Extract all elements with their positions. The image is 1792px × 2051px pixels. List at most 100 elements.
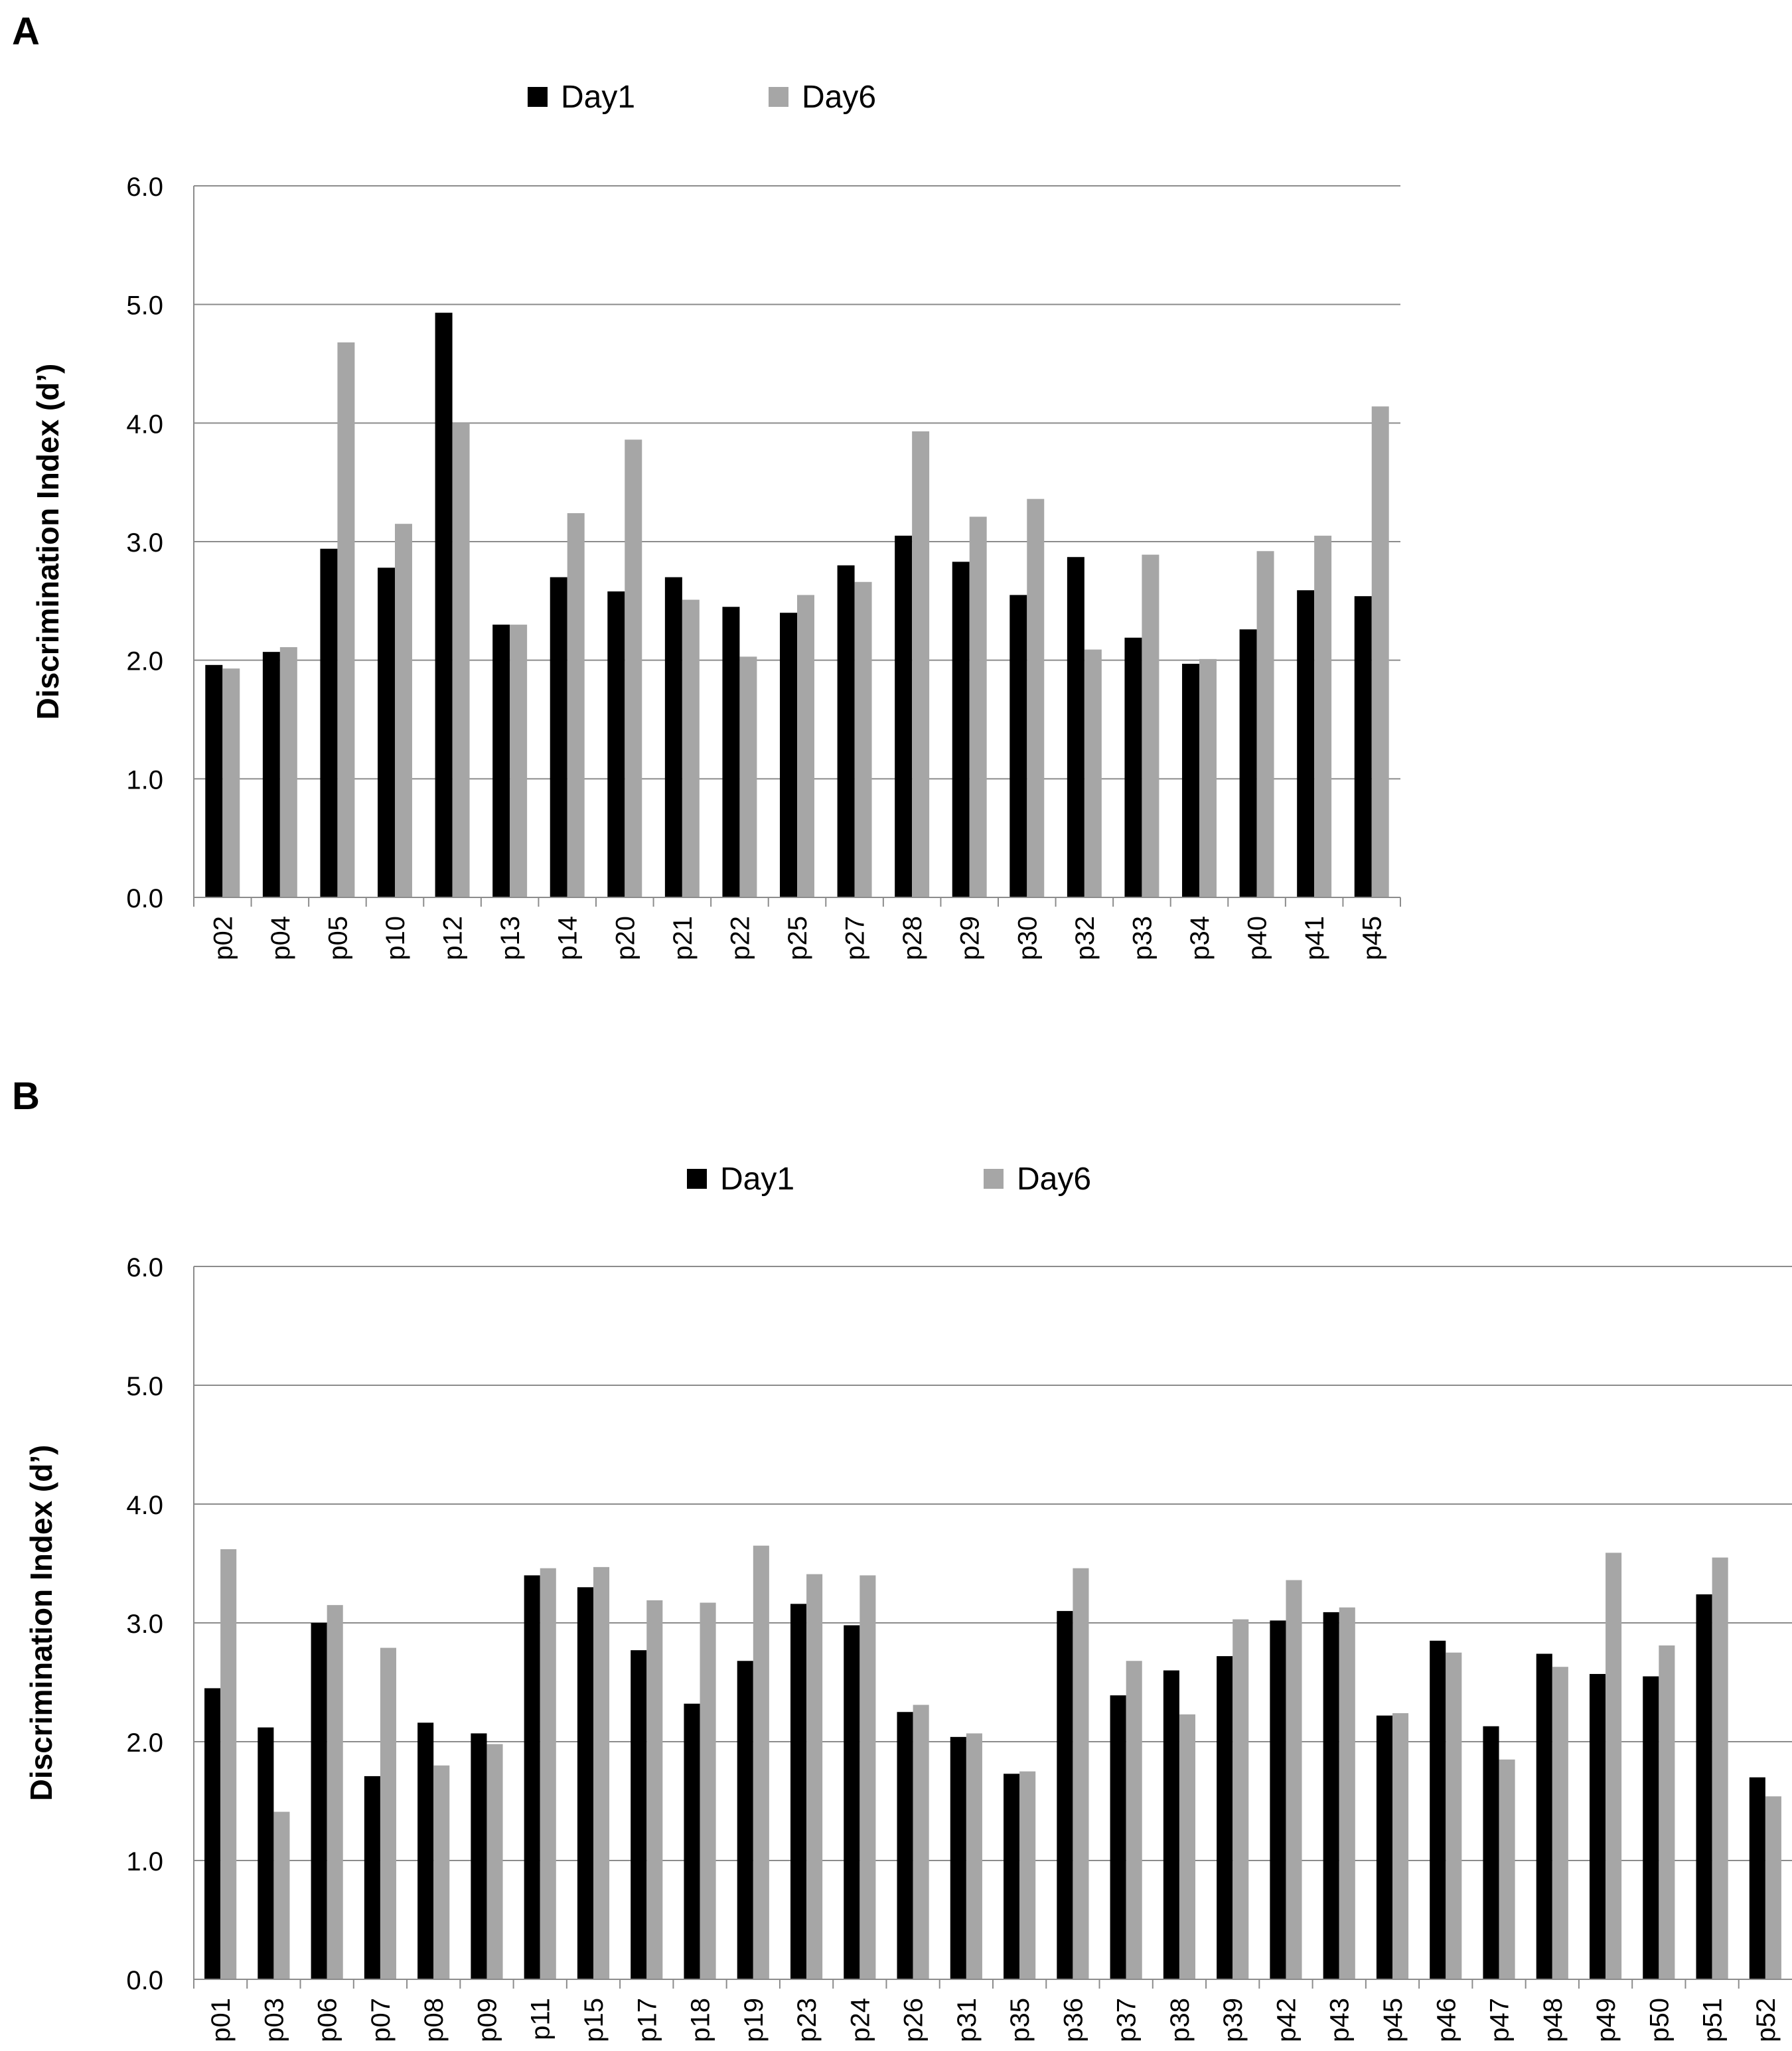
bar-day6-p21: [682, 599, 700, 897]
x-tick-label: p08: [419, 1998, 449, 2042]
bar-day1-p12: [435, 313, 453, 897]
x-tick-label: p03: [260, 1998, 289, 2042]
x-tick-label: p02: [208, 916, 238, 960]
bar-day6-p50: [1659, 1645, 1675, 1979]
bar-day6-p31: [966, 1733, 982, 1979]
x-tick-label: p38: [1165, 1998, 1195, 2042]
y-tick-label: 1.0: [126, 1847, 163, 1876]
legend-swatch-day6: [984, 1169, 1004, 1189]
x-tick-label: p41: [1300, 916, 1329, 960]
bar-day6-p14: [567, 513, 585, 897]
bar-day6-p20: [625, 439, 642, 897]
bar-day1-p35: [1004, 1774, 1020, 1979]
legend-label-day6: Day6: [1017, 1162, 1091, 1197]
bar-day6-p39: [1232, 1619, 1249, 1979]
bar-day1-p52: [1749, 1777, 1765, 1979]
bar-day6-p49: [1605, 1553, 1622, 1979]
x-tick-label: p52: [1752, 1998, 1781, 2042]
x-tick-label: p14: [554, 916, 583, 960]
y-tick-label: 5.0: [126, 291, 163, 321]
legend-label-day6: Day6: [802, 80, 876, 115]
x-tick-label: p51: [1698, 1998, 1728, 2042]
y-tick-label: 2.0: [126, 647, 163, 676]
x-tick-label: p43: [1325, 1998, 1355, 2042]
y-tick-label: 3.0: [126, 1610, 163, 1639]
bar-day1-p04: [262, 652, 280, 897]
bar-day6-p08: [433, 1765, 450, 1979]
bar-day6-p25: [797, 595, 814, 897]
x-tick-label: p23: [792, 1998, 822, 2042]
x-tick-label: p35: [1006, 1998, 1035, 2042]
bar-day1-p33: [1124, 637, 1142, 897]
y-tick-label: 1.0: [126, 765, 163, 795]
x-tick-label: p10: [381, 916, 410, 960]
bar-day1-p03: [258, 1727, 274, 1979]
bar-day1-p43: [1323, 1612, 1339, 1979]
x-tick-label: p26: [899, 1998, 929, 2042]
bar-day6-p38: [1179, 1714, 1196, 1979]
bar-day6-p13: [510, 625, 528, 897]
y-tick-label: 5.0: [126, 1372, 163, 1401]
bar-day1-p39: [1217, 1656, 1233, 1979]
bar-day1-p45: [1376, 1715, 1392, 1979]
bar-day1-p10: [378, 568, 395, 897]
bar-day6-p28: [912, 431, 930, 897]
bar-day1-p17: [631, 1650, 647, 1979]
panel-b-letter: B: [12, 1075, 40, 1118]
x-tick-label: p06: [313, 1998, 342, 2042]
legend-label-day1: Day1: [720, 1162, 794, 1197]
legend-swatch-day6: [769, 87, 788, 107]
bar-day6-p43: [1339, 1607, 1355, 1979]
y-axis-title: Discrimination Index (d’): [24, 1445, 58, 1801]
bar-day1-p19: [737, 1661, 753, 1979]
bar-day6-p52: [1765, 1796, 1781, 1979]
x-tick-label: p28: [898, 916, 927, 960]
bar-day1-p01: [204, 1688, 221, 1979]
x-tick-label: p18: [686, 1998, 715, 2042]
bar-day6-p46: [1446, 1652, 1462, 1979]
bar-chart-a: 0.0 1.0 2.0 3.0 4.0 5.0 6.0 p02 p04 p05 p10 p12 p13 p…: [31, 80, 1401, 960]
x-tick-label: p50: [1645, 1998, 1674, 2042]
bar-day6-p26: [913, 1705, 929, 1979]
bar-day1-p11: [524, 1575, 540, 1979]
bar-day1-p41: [1297, 590, 1315, 897]
x-tick-label: p24: [846, 1998, 875, 2042]
x-tick-label: p27: [841, 916, 870, 960]
bar-day6-p40: [1256, 551, 1274, 897]
bar-day1-p25: [780, 613, 797, 897]
bar-day6-p02: [222, 668, 240, 897]
bar-day6-p12: [452, 423, 470, 897]
x-tick-label: p45: [1379, 1998, 1408, 2042]
x-tick-label: p07: [366, 1998, 396, 2042]
bar-day1-p48: [1536, 1653, 1552, 1979]
x-tick-label: p34: [1185, 916, 1215, 960]
bar-day6-p27: [854, 581, 872, 897]
bar-day1-p23: [790, 1604, 807, 1979]
bar-day1-p18: [684, 1703, 700, 1979]
y-tick-label: 3.0: [126, 528, 163, 558]
bar-day6-p32: [1084, 649, 1102, 897]
x-tick-label: p47: [1485, 1998, 1515, 2042]
bar-day1-p07: [364, 1776, 380, 1979]
bar-day1-p29: [952, 562, 970, 897]
bar-day1-p36: [1057, 1611, 1073, 1979]
bar-day1-p28: [895, 536, 913, 897]
bar-day1-p32: [1067, 557, 1084, 897]
bar-day6-p05: [337, 342, 355, 897]
y-tick-label: 6.0: [126, 1253, 163, 1282]
legend-label-day1: Day1: [561, 80, 635, 115]
x-tick-label: p17: [633, 1998, 662, 2042]
bar-day1-p06: [311, 1623, 327, 1979]
x-tick-label: p09: [473, 1998, 502, 2042]
bar-day1-p37: [1110, 1695, 1126, 1979]
bar-day1-p47: [1483, 1726, 1499, 1979]
bar-day1-p05: [320, 548, 338, 897]
x-tick-label: p13: [496, 916, 525, 960]
bar-day1-p22: [722, 607, 740, 897]
bar-day1-p24: [844, 1625, 860, 1979]
y-tick-label: 4.0: [126, 1491, 163, 1520]
bar-day6-p04: [279, 647, 297, 897]
bar-day6-p45: [1371, 406, 1389, 897]
bar-day6-p45: [1392, 1713, 1409, 1979]
bar-day1-p40: [1239, 629, 1257, 897]
